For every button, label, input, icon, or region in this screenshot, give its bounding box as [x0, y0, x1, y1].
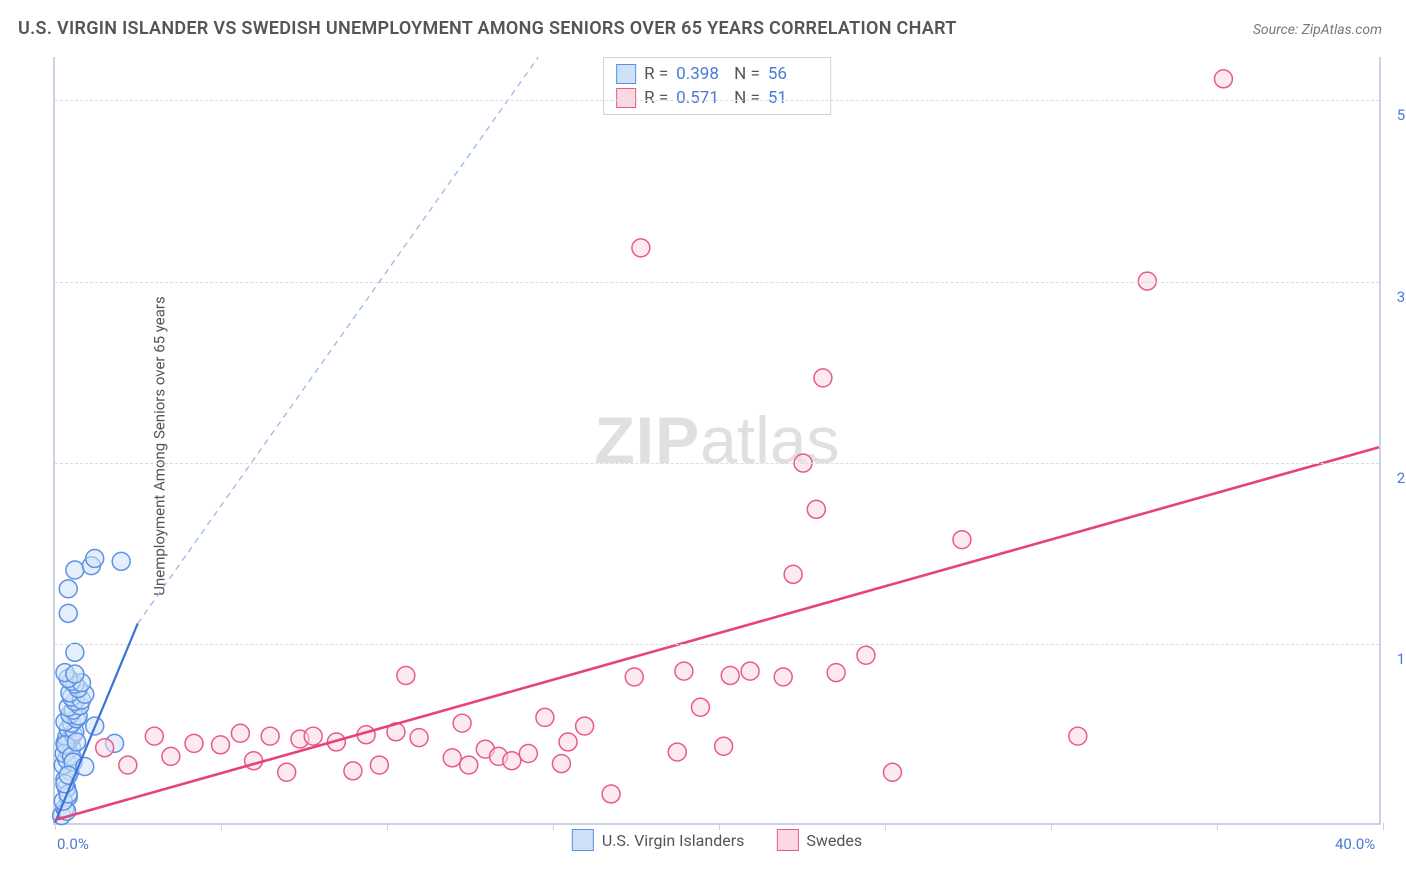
x-tick	[719, 823, 720, 830]
data-point	[304, 727, 322, 745]
data-point	[86, 549, 104, 567]
trend-line	[55, 447, 1379, 820]
data-point	[261, 727, 279, 745]
data-point	[68, 733, 86, 751]
data-point	[784, 565, 802, 583]
data-point	[344, 762, 362, 780]
data-point	[632, 239, 650, 257]
data-point	[66, 643, 84, 661]
data-point	[212, 736, 230, 754]
data-point	[66, 665, 84, 683]
gridline	[55, 100, 1379, 101]
data-point	[278, 763, 296, 781]
chart-title: U.S. VIRGIN ISLANDER VS SWEDISH UNEMPLOY…	[18, 18, 957, 39]
x-tick	[221, 823, 222, 830]
legend-label-1: U.S. Virgin Islanders	[602, 831, 745, 850]
data-point	[807, 500, 825, 518]
x-tick	[1383, 823, 1384, 830]
data-point	[59, 604, 77, 622]
data-point	[119, 756, 137, 774]
data-point	[460, 756, 478, 774]
y-tick-label: 37.5%	[1397, 288, 1406, 306]
data-point	[625, 668, 643, 686]
data-point	[370, 756, 388, 774]
chart-plot-area: ZIPatlas R = 0.398 N = 56 R = 0.571 N = …	[53, 57, 1381, 825]
source-label: Source: ZipAtlas.com	[1253, 22, 1382, 38]
data-point	[715, 737, 733, 755]
data-point	[552, 755, 570, 773]
data-point	[559, 733, 577, 751]
data-point	[1214, 70, 1232, 88]
data-point	[66, 561, 84, 579]
y-tick-label: 25.0%	[1397, 469, 1406, 487]
x-tick-label: 0.0%	[57, 835, 89, 853]
gridline	[55, 282, 1379, 283]
data-point	[774, 668, 792, 686]
data-point	[953, 531, 971, 549]
x-tick	[885, 823, 886, 830]
x-tick	[1217, 823, 1218, 830]
legend-label-2: Swedes	[806, 831, 862, 850]
y-tick-label: 50.0%	[1397, 106, 1406, 124]
data-point	[857, 646, 875, 664]
data-point	[503, 752, 521, 770]
data-point	[576, 717, 594, 735]
data-point	[536, 708, 554, 726]
data-point	[453, 714, 471, 732]
data-point	[96, 739, 114, 757]
data-point	[145, 727, 163, 745]
x-tick	[553, 823, 554, 830]
data-point	[827, 664, 845, 682]
data-point	[883, 763, 901, 781]
data-point	[231, 724, 249, 742]
y-tick-label: 12.5%	[1397, 650, 1406, 668]
data-point	[721, 667, 739, 685]
x-tick	[387, 823, 388, 830]
data-point	[1069, 727, 1087, 745]
data-point	[668, 743, 686, 761]
x-tick	[1051, 823, 1052, 830]
data-point	[519, 745, 537, 763]
data-point	[112, 552, 130, 570]
legend-swatch-2	[776, 829, 798, 851]
legend-item-2: Swedes	[776, 829, 862, 851]
trend-line-extension	[138, 57, 539, 623]
data-point	[814, 369, 832, 387]
legend-swatch-1	[572, 829, 594, 851]
data-point	[162, 747, 180, 765]
x-tick-label: 40.0%	[1335, 835, 1375, 853]
data-point	[675, 662, 693, 680]
legend: U.S. Virgin Islanders Swedes	[572, 829, 862, 851]
data-point	[410, 729, 428, 747]
gridline	[55, 644, 1379, 645]
data-point	[741, 662, 759, 680]
data-point	[443, 749, 461, 767]
scatter-plot-svg	[55, 57, 1379, 823]
legend-item-1: U.S. Virgin Islanders	[572, 829, 745, 851]
data-point	[691, 698, 709, 716]
data-point	[185, 734, 203, 752]
x-tick	[55, 823, 56, 830]
data-point	[59, 580, 77, 598]
gridline	[55, 463, 1379, 464]
data-point	[397, 667, 415, 685]
data-point	[602, 785, 620, 803]
